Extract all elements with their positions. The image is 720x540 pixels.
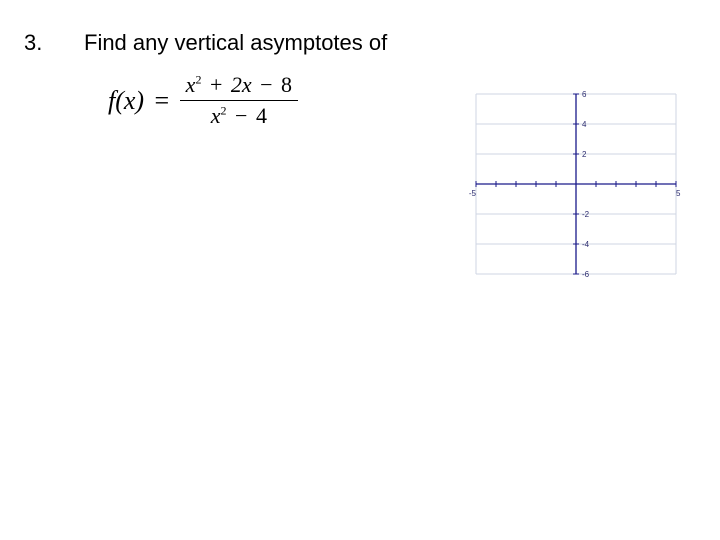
num-term-a: x [186, 72, 196, 97]
svg-text:6: 6 [582, 90, 587, 99]
svg-text:-6: -6 [582, 270, 590, 279]
svg-text:2: 2 [582, 150, 587, 159]
denominator: x2 − 4 [180, 103, 298, 129]
numerator: x2 + 2x − 8 [180, 72, 298, 98]
svg-text:-4: -4 [582, 240, 590, 249]
num-op2: − [260, 72, 272, 97]
formula-lhs: f(x) [108, 86, 144, 116]
equals-sign: = [155, 86, 170, 116]
den-op1: − [235, 103, 247, 128]
num-term-c: 8 [281, 72, 292, 97]
den-term-a-exp: 2 [221, 104, 227, 118]
grid-svg: -5 5 -6 -4 -2 2 4 6 [458, 86, 694, 282]
den-term-a: x [211, 103, 221, 128]
svg-text:-2: -2 [582, 210, 590, 219]
den-term-b: 4 [256, 103, 267, 128]
fraction-bar [180, 100, 298, 101]
formula: f(x) = x2 + 2x − 8 x2 − 4 [108, 72, 298, 129]
num-term-a-exp: 2 [195, 73, 201, 87]
svg-text:4: 4 [582, 120, 587, 129]
svg-text:5: 5 [676, 189, 681, 198]
num-term-b: 2x [231, 72, 252, 97]
coordinate-grid: -5 5 -6 -4 -2 2 4 6 [458, 86, 694, 282]
question-number: 3. [24, 30, 42, 56]
fraction: x2 + 2x − 8 x2 − 4 [180, 72, 298, 129]
question-prompt: Find any vertical asymptotes of [84, 30, 387, 56]
svg-text:-5: -5 [469, 189, 477, 198]
num-op1: + [210, 72, 222, 97]
